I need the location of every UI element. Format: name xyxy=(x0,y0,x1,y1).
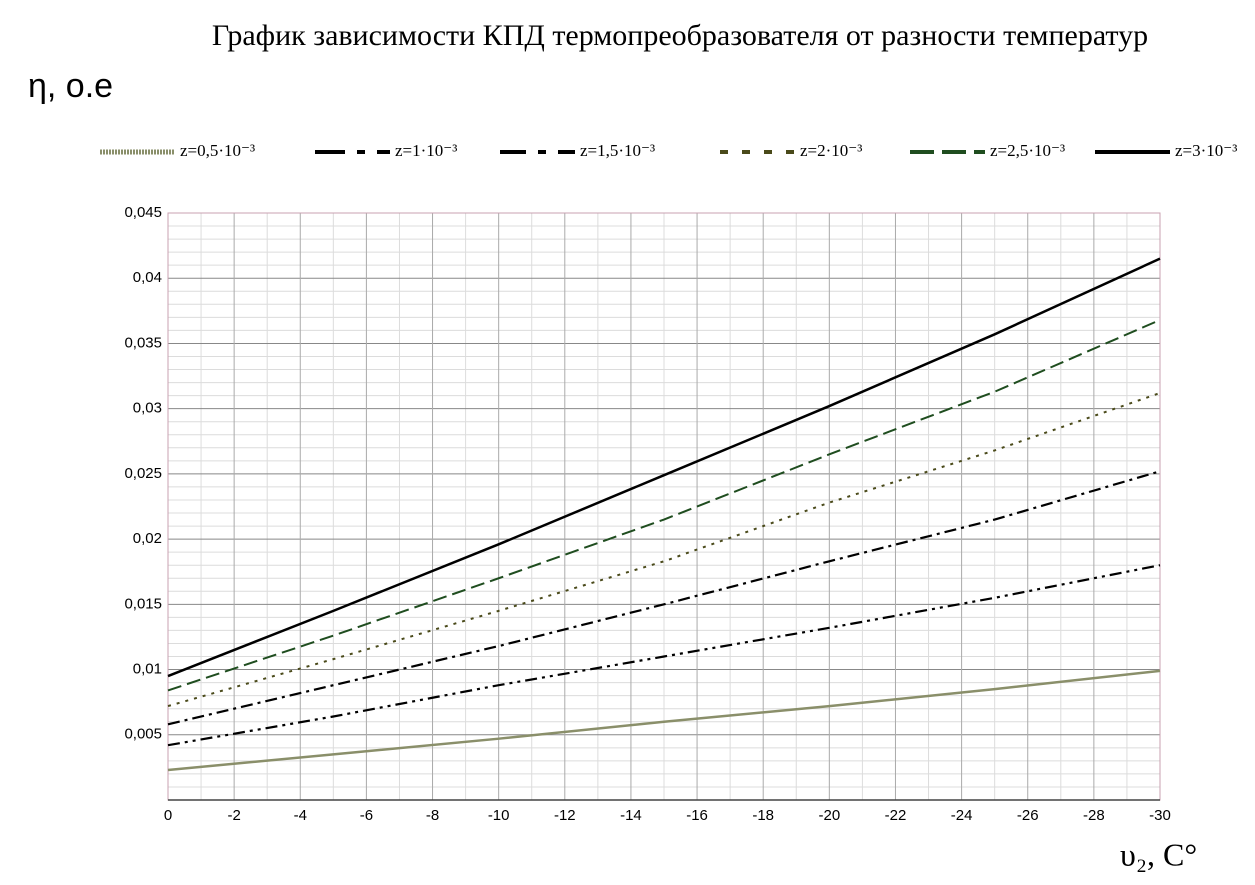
chart-title: График зависимости КПД термопреобразоват… xyxy=(212,19,1148,52)
x-tick-label: -12 xyxy=(554,807,576,824)
y-tick-label: 0,045 xyxy=(124,204,162,221)
x-tick-label: -20 xyxy=(818,807,840,824)
legend-label: z=2·10⁻³ xyxy=(800,141,862,160)
series-line xyxy=(167,564,1161,747)
y-tick-label: 0,025 xyxy=(124,465,162,482)
series-line xyxy=(167,669,1161,772)
x-tick-label: -10 xyxy=(488,807,510,824)
x-tick-label: -2 xyxy=(227,807,240,824)
legend-label: z=2,5·10⁻³ xyxy=(990,141,1065,160)
x-tick-label: -22 xyxy=(885,807,907,824)
y-tick-label: 0,035 xyxy=(124,334,162,351)
x-tick-label: -30 xyxy=(1149,807,1171,824)
series-line xyxy=(167,470,1161,726)
y-tick-label: 0,015 xyxy=(124,595,162,612)
x-tick-label: -18 xyxy=(752,807,774,824)
x-tick-label: -24 xyxy=(951,807,973,824)
series-line xyxy=(167,392,1161,708)
y-tick-label: 0,01 xyxy=(133,661,162,678)
legend-label: z=1·10⁻³ xyxy=(395,141,457,160)
x-tick-label: 0 xyxy=(164,807,172,824)
x-axis-label: υ₂, C° xyxy=(1120,836,1197,872)
legend-label: z=0,5·10⁻³ xyxy=(180,141,255,160)
x-tick-label: -8 xyxy=(426,807,439,824)
y-tick-label: 0,02 xyxy=(133,530,162,547)
series-line xyxy=(167,257,1161,678)
series-line xyxy=(167,319,1161,692)
y-tick-label: 0,04 xyxy=(133,269,162,286)
legend-label: z=1,5·10⁻³ xyxy=(580,141,655,160)
legend-label: z=3·10⁻³ xyxy=(1175,141,1237,160)
y-tick-label: 0,03 xyxy=(133,400,162,417)
x-tick-label: -4 xyxy=(294,807,307,824)
x-tick-label: -14 xyxy=(620,807,642,824)
x-tick-label: -16 xyxy=(686,807,708,824)
x-tick-label: -28 xyxy=(1083,807,1105,824)
y-tick-label: 0,005 xyxy=(124,726,162,743)
x-tick-label: -26 xyxy=(1017,807,1039,824)
y-axis-label: η, о.е xyxy=(28,67,113,105)
x-tick-label: -6 xyxy=(360,807,373,824)
